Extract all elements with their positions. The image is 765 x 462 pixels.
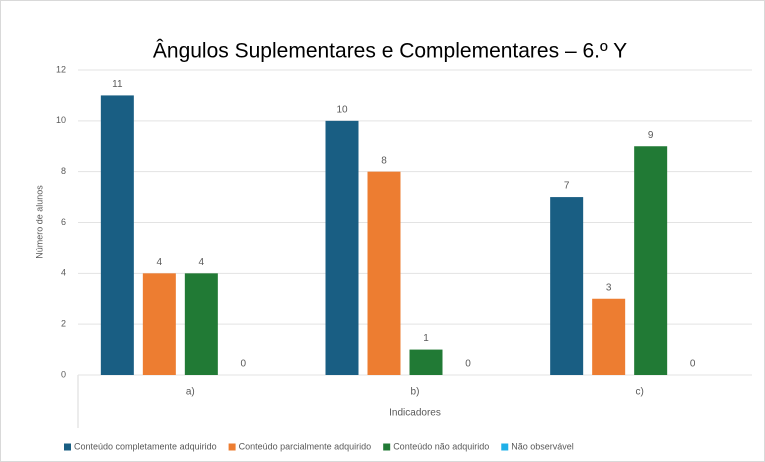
bar (100, 95, 134, 376)
legend-swatch (228, 443, 236, 451)
x-tick-label: b) (411, 387, 420, 398)
x-tick-label: a) (186, 387, 195, 398)
y-tick-label: 10 (56, 115, 66, 125)
y-tick-label: 12 (56, 64, 66, 74)
bar (592, 298, 626, 375)
bar (142, 273, 176, 375)
x-tick-label: c) (635, 387, 643, 398)
data-label: 0 (465, 359, 471, 370)
data-label: 0 (690, 359, 696, 370)
legend-swatch (501, 443, 509, 451)
data-label: 4 (199, 257, 205, 268)
bar (184, 273, 218, 375)
chart-title: Ângulos Suplementares e Complementares –… (153, 40, 627, 63)
data-label: 1 (423, 333, 429, 344)
legend-label: Conteúdo parcialmente adquirido (239, 441, 372, 451)
data-label: 7 (564, 181, 570, 192)
data-label: 4 (157, 257, 163, 268)
bar (634, 146, 668, 375)
data-label: 0 (241, 359, 247, 370)
bar (367, 171, 401, 375)
bar (325, 120, 359, 375)
y-axis-label: Número de alunos (34, 185, 44, 259)
data-label: 9 (648, 130, 654, 141)
y-tick-label: 0 (61, 369, 66, 379)
data-label: 11 (112, 79, 123, 90)
y-tick-label: 6 (61, 217, 66, 227)
y-tick-label: 8 (61, 166, 66, 176)
data-label: 3 (606, 282, 612, 293)
y-tick-label: 4 (61, 268, 66, 278)
bar (550, 197, 584, 375)
data-label: 10 (336, 104, 348, 115)
legend-label: Conteúdo não adquirido (393, 441, 489, 451)
legend-swatch (64, 443, 71, 451)
legend-label: Conteúdo completamente adquirido (74, 441, 217, 451)
y-tick-label: 2 (61, 319, 66, 329)
bar (409, 349, 443, 375)
legend-label: Não observável (511, 441, 574, 451)
x-axis-label: Indicadores (389, 408, 441, 419)
data-label: 8 (381, 155, 387, 166)
legend-swatch (383, 443, 391, 451)
